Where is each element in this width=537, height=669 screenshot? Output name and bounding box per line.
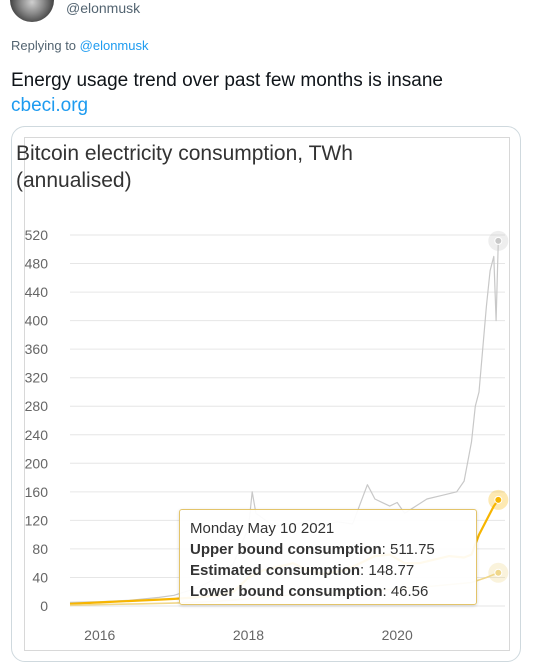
- y-tick-label: 320: [25, 370, 49, 386]
- tooltip-row-estimated: Estimated consumption: 148.77: [190, 562, 415, 579]
- y-tick-label: 360: [25, 341, 49, 357]
- chart-title-line-2: (annualised): [16, 169, 132, 192]
- x-tick-label: 2016: [84, 627, 115, 643]
- y-tick-label: 120: [25, 512, 49, 528]
- y-tick-label: 480: [25, 256, 49, 272]
- y-tick-label: 440: [25, 284, 49, 300]
- chart-title-line-1: Bitcoin electricity consumption, TWh: [16, 142, 353, 165]
- y-tick-label: 80: [32, 541, 48, 557]
- y-tick-label: 520: [25, 227, 49, 243]
- tooltip-date: Monday May 10 2021: [190, 520, 335, 537]
- chart-tooltip: Monday May 10 2021 Upper bound consumpti…: [179, 509, 477, 605]
- replying-mention-link[interactable]: @elonmusk: [79, 38, 149, 53]
- replying-prefix: Replying to: [11, 38, 80, 53]
- chart-title: Bitcoin electricity consumption, TWh (an…: [16, 140, 436, 194]
- hover-marker-lower: [494, 568, 503, 577]
- y-tick-label: 280: [25, 398, 49, 414]
- tooltip-row-upper: Upper bound consumption: 511.75: [190, 541, 435, 558]
- tweet-text: Energy usage trend over past few months …: [11, 70, 443, 91]
- y-tick-label: 160: [25, 484, 49, 500]
- x-tick-label: 2018: [233, 627, 264, 643]
- user-handle[interactable]: @elonmusk: [66, 0, 141, 16]
- hover-marker-estimated: [494, 495, 503, 504]
- hover-marker-upper: [494, 236, 503, 245]
- y-tick-label: 40: [32, 569, 48, 585]
- tooltip-row-lower: Lower bound consumption: 46.56: [190, 583, 429, 600]
- replying-to: Replying to @elonmusk: [11, 38, 149, 53]
- y-tick-label: 400: [25, 313, 49, 329]
- y-tick-label: 200: [25, 455, 49, 471]
- y-tick-label: 0: [40, 598, 48, 614]
- avatar[interactable]: [10, 0, 54, 22]
- x-tick-label: 2020: [382, 627, 413, 643]
- tweet-link[interactable]: cbeci.org: [11, 95, 89, 116]
- y-tick-label: 240: [25, 427, 49, 443]
